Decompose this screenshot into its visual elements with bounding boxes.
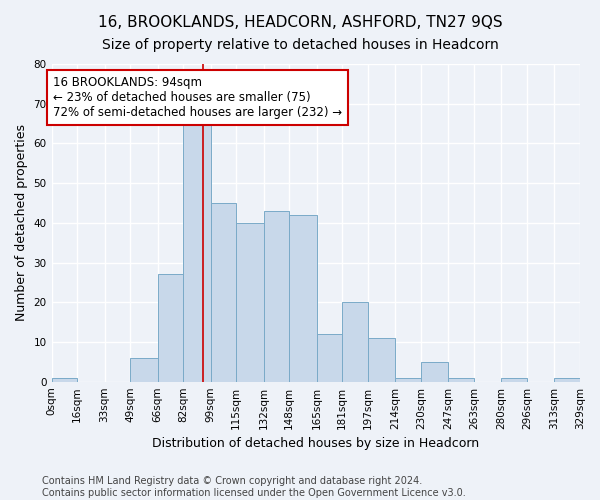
Bar bbox=[501, 378, 527, 382]
Bar bbox=[236, 223, 263, 382]
Bar bbox=[263, 211, 289, 382]
Bar bbox=[183, 116, 211, 382]
Bar bbox=[448, 378, 474, 382]
Text: 16 BROOKLANDS: 94sqm
← 23% of detached houses are smaller (75)
72% of semi-detac: 16 BROOKLANDS: 94sqm ← 23% of detached h… bbox=[53, 76, 342, 119]
Bar bbox=[554, 378, 580, 382]
Bar bbox=[421, 362, 448, 382]
Text: 16, BROOKLANDS, HEADCORN, ASHFORD, TN27 9QS: 16, BROOKLANDS, HEADCORN, ASHFORD, TN27 … bbox=[98, 15, 502, 30]
Bar bbox=[368, 338, 395, 382]
Bar bbox=[395, 378, 421, 382]
Bar bbox=[342, 302, 368, 382]
Text: Size of property relative to detached houses in Headcorn: Size of property relative to detached ho… bbox=[101, 38, 499, 52]
Bar bbox=[211, 203, 236, 382]
Bar bbox=[289, 215, 317, 382]
Bar bbox=[158, 274, 183, 382]
Y-axis label: Number of detached properties: Number of detached properties bbox=[15, 124, 28, 322]
Bar bbox=[52, 378, 77, 382]
X-axis label: Distribution of detached houses by size in Headcorn: Distribution of detached houses by size … bbox=[152, 437, 479, 450]
Bar bbox=[317, 334, 342, 382]
Bar bbox=[130, 358, 158, 382]
Text: Contains HM Land Registry data © Crown copyright and database right 2024.
Contai: Contains HM Land Registry data © Crown c… bbox=[42, 476, 466, 498]
